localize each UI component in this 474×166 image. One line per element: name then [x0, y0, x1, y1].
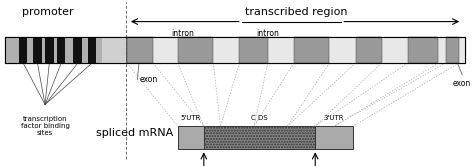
Bar [73, 37, 82, 63]
Bar [57, 37, 65, 63]
Bar [126, 37, 465, 63]
Bar [5, 37, 465, 63]
Bar [178, 37, 213, 63]
Bar [204, 126, 315, 149]
Bar [315, 126, 353, 149]
Text: intron: intron [171, 29, 194, 38]
Bar [446, 37, 459, 63]
Text: C DS: C DS [251, 115, 268, 121]
Bar [178, 126, 204, 149]
Bar [88, 37, 96, 63]
Bar [45, 37, 54, 63]
Bar [239, 37, 268, 63]
Text: spliced mRNA: spliced mRNA [97, 128, 173, 138]
Text: intron: intron [256, 29, 279, 38]
Text: transcription
factor binding
sites: transcription factor binding sites [20, 116, 70, 136]
Text: transcribed region: transcribed region [245, 7, 347, 17]
Bar [294, 37, 329, 63]
Text: exon: exon [453, 79, 471, 87]
Bar [19, 37, 27, 63]
Text: promoter: promoter [22, 7, 73, 17]
Bar [356, 37, 382, 63]
Bar [127, 37, 153, 63]
Text: 5'UTR: 5'UTR [181, 115, 201, 121]
Bar [5, 37, 123, 63]
Text: exon: exon [140, 75, 158, 84]
Text: 3'UTR: 3'UTR [324, 115, 345, 121]
Bar [102, 37, 126, 63]
Bar [408, 37, 438, 63]
Bar [33, 37, 42, 63]
Bar [5, 37, 465, 63]
